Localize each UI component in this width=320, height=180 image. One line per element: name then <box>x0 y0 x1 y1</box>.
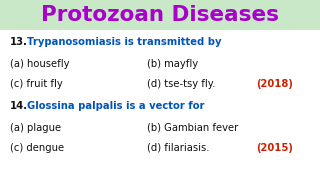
Text: (c) dengue: (c) dengue <box>10 143 64 153</box>
Text: (2015): (2015) <box>256 143 293 153</box>
Text: (d) filariasis.: (d) filariasis. <box>147 143 210 153</box>
Text: (a) plague: (a) plague <box>10 123 61 133</box>
Text: Trypanosomiasis is transmitted by: Trypanosomiasis is transmitted by <box>27 37 222 47</box>
Text: (b) Gambian fever: (b) Gambian fever <box>147 123 238 133</box>
Text: (a) housefly: (a) housefly <box>10 59 69 69</box>
Text: 13.: 13. <box>10 37 28 47</box>
Text: Glossina palpalis is a vector for: Glossina palpalis is a vector for <box>27 101 205 111</box>
Text: Protozoan Diseases: Protozoan Diseases <box>41 5 279 25</box>
Text: (2018): (2018) <box>256 79 293 89</box>
Text: (b) mayfly: (b) mayfly <box>147 59 198 69</box>
Text: 14.: 14. <box>10 101 28 111</box>
Bar <box>0 0 320 30</box>
Text: (c) fruit fly: (c) fruit fly <box>10 79 62 89</box>
Text: (d) tse-tsy fly.: (d) tse-tsy fly. <box>147 79 216 89</box>
